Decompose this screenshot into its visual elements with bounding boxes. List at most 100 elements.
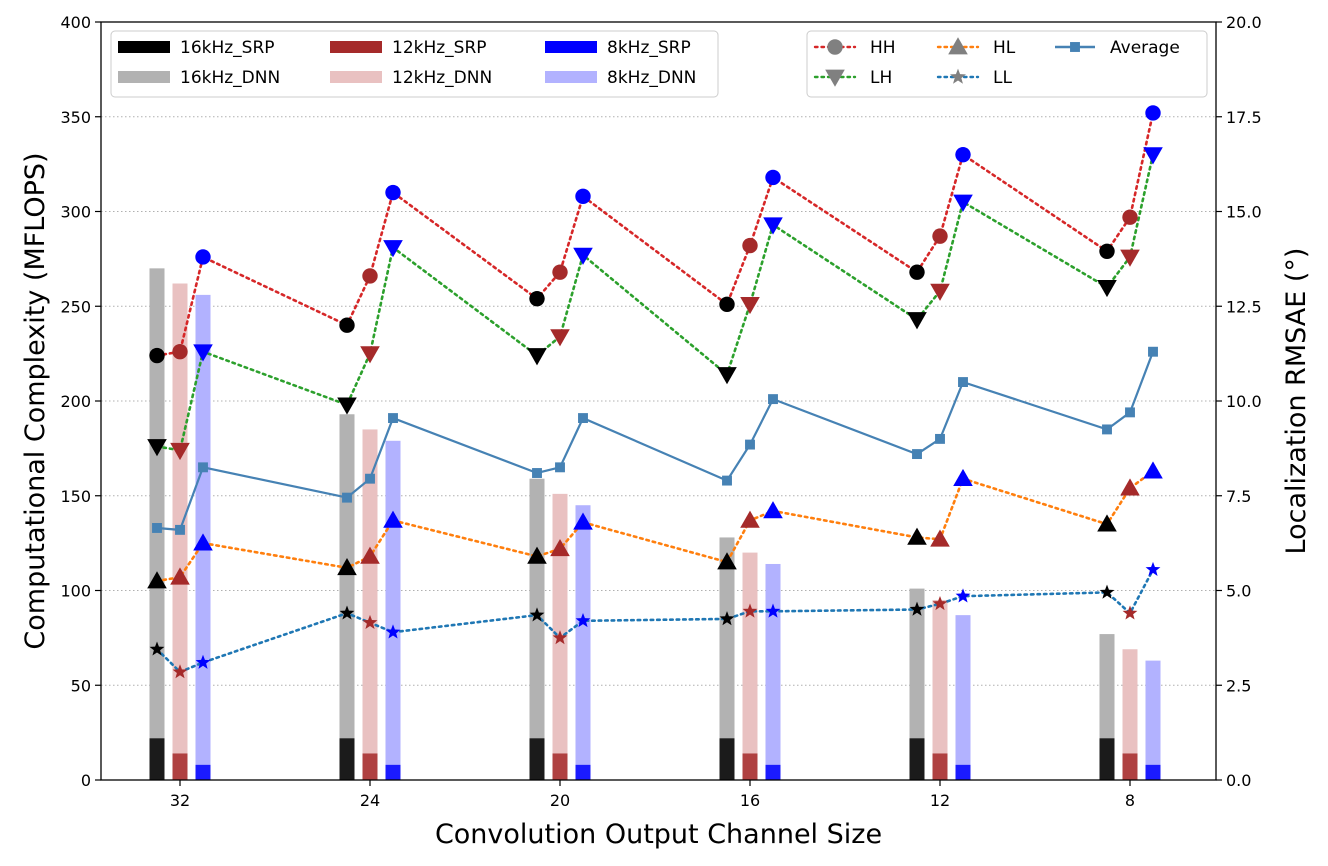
legend-label-LL: LL — [993, 68, 1012, 88]
marker-HH-32-2 — [195, 249, 211, 265]
y-right-tick-label: 15.0 — [1226, 203, 1262, 222]
legend-swatch-8kHz_DNN — [545, 71, 597, 83]
x-tick-label: 32 — [170, 791, 190, 810]
y-left-tick-label: 0 — [81, 771, 91, 790]
y-left-tick-label: 400 — [60, 13, 91, 32]
marker-HL-24-0 — [337, 557, 357, 576]
marker-Average-8-0 — [1102, 424, 1112, 435]
bar-top-12kHz_SRP-24 — [362, 753, 378, 780]
x-tick-label: 20 — [550, 791, 570, 810]
legend-marker-HL — [948, 37, 968, 55]
marker-LL-32-0 — [149, 641, 165, 656]
marker-HL-24-2 — [383, 510, 403, 528]
bar-8kHz_DNN-24 — [385, 440, 401, 780]
marker-HH-32-0 — [149, 347, 165, 364]
bar-top-8kHz_SRP-24 — [385, 764, 401, 780]
marker-LL-12-1 — [932, 595, 948, 611]
y-left-tick-label: 300 — [60, 203, 91, 222]
marker-LL-20-1 — [552, 630, 568, 645]
marker-Average-8-2 — [1148, 346, 1158, 357]
marker-LL-8-2 — [1145, 561, 1161, 576]
bar-top-16kHz_SRP-12 — [909, 738, 925, 780]
marker-Average-20-1 — [555, 462, 565, 473]
marker-HH-20-2 — [575, 188, 591, 205]
bar-top-12kHz_SRP-20 — [552, 753, 568, 780]
marker-LH-16-1 — [740, 297, 760, 315]
marker-HL-24-1 — [360, 546, 380, 564]
legend-marker-HH — [827, 39, 843, 55]
y-right-tick-label: 2.5 — [1226, 676, 1251, 695]
marker-LL-24-2 — [385, 624, 401, 639]
marker-LH-12-1 — [930, 283, 950, 301]
marker-HL-16-0 — [717, 552, 737, 570]
marker-LH-12-2 — [953, 194, 973, 212]
x-tick-label: 24 — [360, 791, 380, 810]
marker-LL-8-0 — [1099, 584, 1115, 599]
marker-HL-8-2 — [1143, 461, 1163, 479]
y-axis-left-label: Computational Complexity (MFLOPS) — [20, 152, 51, 649]
marker-Average-32-0 — [152, 523, 162, 533]
marker-HL-20-0 — [527, 546, 547, 564]
y-left-tick-label: 200 — [60, 392, 91, 411]
y-left-tick-label: 50 — [71, 676, 91, 695]
legend-label-8kHz_DNN: 8kHz_DNN — [607, 68, 696, 88]
marker-LL-12-2 — [955, 588, 971, 603]
marker-HL-12-2 — [953, 468, 973, 487]
marker-LL-24-1 — [362, 614, 378, 630]
legend-label-16kHz_SRP: 16kHz_SRP — [180, 38, 275, 58]
marker-LL-12-0 — [909, 601, 925, 616]
bar-top-16kHz_SRP-32 — [149, 738, 165, 780]
marker-LL-16-2 — [765, 603, 781, 618]
y-right-tick-label: 20.0 — [1226, 13, 1262, 32]
marker-HL-32-2 — [193, 533, 213, 551]
marker-LH-8-0 — [1097, 279, 1117, 298]
marker-Average-12-0 — [912, 449, 922, 460]
marker-Average-24-2 — [388, 413, 398, 424]
legend-swatch-16kHz_SRP — [118, 41, 170, 53]
marker-LH-8-2 — [1143, 147, 1163, 165]
marker-HH-24-2 — [385, 184, 401, 201]
bar-top-12kHz_SRP-32 — [172, 753, 188, 780]
legend-swatch-16kHz_DNN — [118, 71, 170, 83]
bar-8kHz_DNN-20 — [575, 505, 591, 780]
bar-series — [149, 268, 1161, 780]
marker-HH-20-1 — [552, 264, 568, 280]
marker-LH-32-2 — [193, 344, 213, 362]
y-left-tick-label: 350 — [60, 108, 91, 127]
marker-LH-8-1 — [1120, 249, 1140, 267]
marker-LH-20-2 — [573, 247, 593, 265]
bar-16kHz_DNN-16 — [719, 537, 735, 780]
legends: 16kHz_SRP 16kHz_DNN 12kHz_SRP 12kHz_DNN 8kHz… — [110, 30, 1208, 98]
bar-12kHz_DNN-12 — [932, 599, 948, 780]
legend-label-12kHz_SRP: 12kHz_SRP — [392, 38, 487, 58]
marker-LH-20-1 — [550, 329, 570, 347]
marker-LL-20-0 — [529, 607, 545, 622]
y-axis-right-label: Localization RMSAE (°) — [1281, 248, 1312, 555]
legend-swatch-8kHz_SRP — [545, 41, 597, 53]
marker-HH-32-1 — [172, 344, 188, 360]
marker-HH-24-0 — [339, 317, 355, 333]
marker-Average-20-0 — [532, 468, 542, 478]
legend-swatch-12kHz_SRP — [330, 41, 382, 53]
marker-Average-16-2 — [768, 394, 778, 405]
x-axis-label: Convolution Output Channel Size — [435, 819, 882, 850]
bar-top-16kHz_SRP-24 — [339, 738, 355, 780]
legend-lines-box — [806, 30, 1208, 98]
y-right-tick-label: 5.0 — [1226, 582, 1251, 601]
marker-LH-16-0 — [717, 367, 737, 385]
axes: 0 50 100 150 200 250 300 350 400 0.0 2.5 5.0 7.5 10.0… — [60, 13, 1261, 810]
marker-HH-16-1 — [742, 237, 758, 254]
marker-Average-16-1 — [745, 439, 755, 450]
marker-Average-12-1 — [935, 433, 945, 444]
marker-HH-12-2 — [955, 146, 971, 163]
marker-HL-12-1 — [930, 529, 950, 547]
marker-HH-8-1 — [1122, 209, 1138, 225]
x-tick-label: 12 — [930, 791, 950, 810]
marker-HH-8-2 — [1145, 105, 1161, 121]
legend-label-HH: HH — [870, 38, 896, 58]
bar-16kHz_DNN-12 — [909, 588, 925, 780]
legend-label-12kHz_DNN: 12kHz_DNN — [392, 68, 492, 88]
marker-HH-16-2 — [765, 169, 781, 186]
bar-top-12kHz_SRP-16 — [742, 753, 758, 780]
